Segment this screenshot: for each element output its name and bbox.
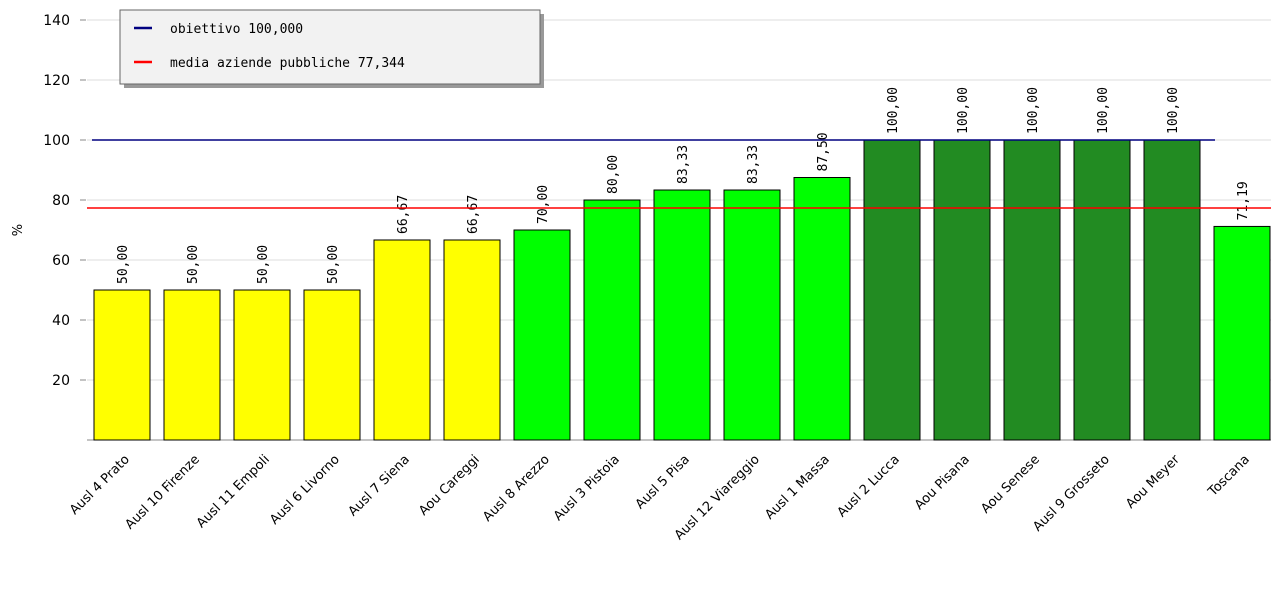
y-tick-label: 140 xyxy=(43,13,70,29)
value-label: 83,33 xyxy=(676,145,691,184)
x-tick-label: Ausl 6 Livorno xyxy=(267,452,343,528)
y-axis-label: % xyxy=(11,224,26,236)
x-tick-label: Ausl 10 Firenze xyxy=(123,452,203,532)
x-tick-label: Aou Senese xyxy=(978,452,1043,517)
y-tick-label: 120 xyxy=(43,73,70,89)
x-tick-label: Ausl 7 Siena xyxy=(346,452,413,519)
bar xyxy=(93,289,151,441)
bar xyxy=(163,289,221,441)
x-tick-label: Ausl 2 Lucca xyxy=(835,452,903,520)
value-label: 80,00 xyxy=(606,155,621,194)
x-tick-label: Ausl 11 Empoli xyxy=(194,452,273,531)
bar xyxy=(443,239,501,441)
bar xyxy=(863,139,921,441)
bar xyxy=(513,229,571,441)
bar xyxy=(583,199,641,441)
y-tick-label: 40 xyxy=(52,313,70,329)
x-tick-label: Ausl 8 Arezzo xyxy=(480,452,553,525)
value-label: 71,19 xyxy=(1236,181,1251,220)
legend: obiettivo 100,000 media aziende pubbliche… xyxy=(119,9,544,88)
value-label: 100,00 xyxy=(956,87,971,134)
x-tick-label: Aou Meyer xyxy=(1123,452,1183,512)
legend-label: obiettivo 100,000 xyxy=(170,22,303,37)
bar xyxy=(653,189,711,441)
y-tick-label: 60 xyxy=(52,253,70,269)
x-tick-label: Ausl 1 Massa xyxy=(762,452,833,523)
value-label: 100,00 xyxy=(1026,87,1041,134)
x-tick-label: Ausl 5 Pisa xyxy=(633,452,693,512)
y-tick-label: 20 xyxy=(52,373,70,389)
bar xyxy=(1073,139,1131,441)
y-tick-label: 80 xyxy=(52,193,70,209)
bar xyxy=(303,289,361,441)
bar xyxy=(233,289,291,441)
legend-box xyxy=(119,9,541,85)
value-label: 50,00 xyxy=(186,245,201,284)
value-label: 100,00 xyxy=(886,87,901,134)
value-label: 83,33 xyxy=(746,145,761,184)
bar xyxy=(1003,139,1061,441)
value-label: 50,00 xyxy=(256,245,271,284)
value-label: 100,00 xyxy=(1166,87,1181,134)
x-tick-label: Toscana xyxy=(1205,452,1253,500)
bar xyxy=(933,139,991,441)
value-label: 87,50 xyxy=(816,132,831,171)
value-label: 66,67 xyxy=(396,195,411,234)
value-label: 50,00 xyxy=(326,245,341,284)
x-tick-label: Aou Careggi xyxy=(416,452,483,519)
value-label: 70,00 xyxy=(536,185,551,224)
bar xyxy=(1213,225,1271,441)
x-tick-label: Aou Pisana xyxy=(912,452,973,513)
y-tick-label: 100 xyxy=(43,133,70,149)
bar xyxy=(373,239,431,441)
x-tick-label: Ausl 3 Pistoia xyxy=(551,452,623,524)
x-tick-label: Ausl 9 Grosseto xyxy=(1030,452,1113,535)
x-tick-label: Ausl 4 Prato xyxy=(67,452,133,518)
bar xyxy=(793,177,851,441)
value-label: 66,67 xyxy=(466,195,481,234)
bar xyxy=(723,189,781,441)
legend-label: media aziende pubbliche 77,344 xyxy=(170,56,405,71)
value-label: 100,00 xyxy=(1096,87,1111,134)
bar xyxy=(1143,139,1201,441)
value-label: 50,00 xyxy=(116,245,131,284)
